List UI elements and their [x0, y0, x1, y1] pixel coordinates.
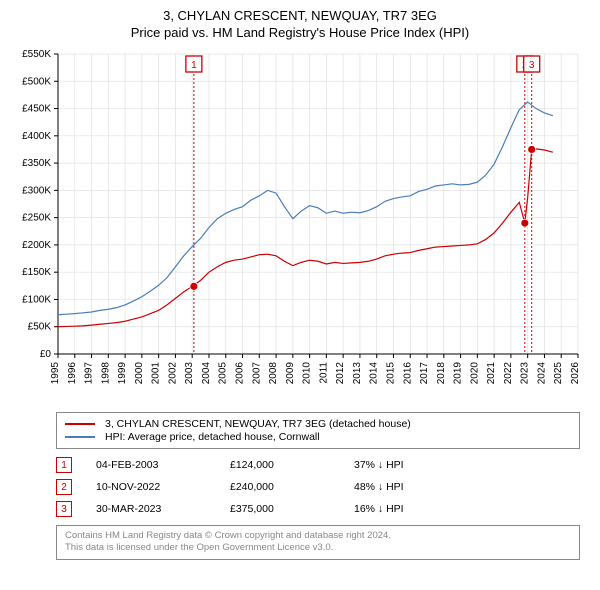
legend-label: 3, CHYLAN CRESCENT, NEWQUAY, TR7 3EG (de… — [105, 418, 411, 430]
svg-text:2001: 2001 — [151, 362, 162, 385]
svg-text:£500K: £500K — [22, 76, 51, 87]
chart-svg: £0 £50K £100K £150K £200K £250K £300K £350K £400… — [10, 46, 590, 406]
svg-text:2003: 2003 — [184, 362, 195, 385]
chart-title: 3, CHYLAN CRESCENT, NEWQUAY, TR7 3EG — [10, 8, 590, 23]
svg-text:£150K: £150K — [22, 267, 51, 278]
sales-table: 1 04-FEB-2003 £124,000 37% ↓ HPI 2 10-NOV-202… — [56, 457, 580, 517]
svg-text:2010: 2010 — [302, 362, 313, 385]
chart-container: 3, CHYLAN CRESCENT, NEWQUAY, TR7 3EG Pri… — [0, 0, 600, 590]
svg-text:2007: 2007 — [251, 362, 262, 385]
sale-row: 1 04-FEB-2003 £124,000 37% ↓ HPI — [56, 457, 580, 473]
legend-row: 3, CHYLAN CRESCENT, NEWQUAY, TR7 3EG (de… — [65, 418, 571, 430]
svg-text:2026: 2026 — [570, 362, 581, 385]
svg-text:2016: 2016 — [402, 362, 413, 385]
svg-text:2025: 2025 — [553, 362, 564, 385]
svg-text:£350K: £350K — [22, 158, 51, 169]
sale-delta: 37% ↓ HPI — [354, 459, 464, 471]
sale-date: 10-NOV-2022 — [96, 481, 206, 493]
svg-text:1995: 1995 — [50, 362, 61, 385]
svg-text:2009: 2009 — [285, 362, 296, 385]
sale-row: 2 10-NOV-2022 £240,000 48% ↓ HPI — [56, 479, 580, 495]
svg-text:1996: 1996 — [67, 362, 78, 385]
sale-delta: 48% ↓ HPI — [354, 481, 464, 493]
svg-text:2017: 2017 — [419, 362, 430, 385]
sale-delta: 16% ↓ HPI — [354, 503, 464, 515]
svg-text:1: 1 — [191, 60, 197, 71]
footer-line-1: Contains HM Land Registry data © Crown c… — [65, 530, 571, 542]
sale-row: 3 30-MAR-2023 £375,000 16% ↓ HPI — [56, 501, 580, 517]
sale-marker: 2 — [56, 479, 72, 495]
sale-price: £240,000 — [230, 481, 330, 493]
svg-text:2011: 2011 — [318, 362, 329, 384]
svg-text:£450K: £450K — [22, 104, 51, 115]
sale-marker: 3 — [56, 501, 72, 517]
sale-marker: 1 — [56, 457, 72, 473]
sale-date: 30-MAR-2023 — [96, 503, 206, 515]
svg-text:2020: 2020 — [469, 362, 480, 385]
svg-text:2015: 2015 — [385, 362, 396, 385]
sale-price: £124,000 — [230, 459, 330, 471]
svg-text:1997: 1997 — [84, 362, 95, 385]
footer-attribution: Contains HM Land Registry data © Crown c… — [56, 525, 580, 560]
svg-text:2021: 2021 — [486, 362, 497, 385]
svg-text:1998: 1998 — [100, 362, 111, 385]
svg-text:1999: 1999 — [117, 362, 128, 385]
svg-text:2014: 2014 — [369, 362, 380, 385]
svg-text:2002: 2002 — [167, 362, 178, 385]
svg-text:£0: £0 — [40, 349, 52, 360]
svg-text:£50K: £50K — [28, 322, 52, 333]
legend-box: 3, CHYLAN CRESCENT, NEWQUAY, TR7 3EG (de… — [56, 412, 580, 449]
chart-subtitle: Price paid vs. HM Land Registry's House … — [10, 25, 590, 40]
svg-text:2013: 2013 — [352, 362, 363, 385]
svg-text:3: 3 — [529, 60, 535, 71]
svg-text:2023: 2023 — [520, 362, 531, 385]
legend-row: HPI: Average price, detached house, Corn… — [65, 431, 571, 443]
svg-text:2004: 2004 — [201, 362, 212, 385]
legend-swatch — [65, 436, 95, 438]
svg-text:2024: 2024 — [536, 362, 547, 385]
svg-text:2008: 2008 — [268, 362, 279, 385]
svg-text:2018: 2018 — [436, 362, 447, 385]
svg-text:£250K: £250K — [22, 213, 51, 224]
svg-text:2000: 2000 — [134, 362, 145, 385]
sale-price: £375,000 — [230, 503, 330, 515]
svg-text:£300K: £300K — [22, 185, 51, 196]
sale-date: 04-FEB-2003 — [96, 459, 206, 471]
legend-label: HPI: Average price, detached house, Corn… — [105, 431, 320, 443]
legend-swatch — [65, 423, 95, 425]
svg-text:£100K: £100K — [22, 294, 51, 305]
title-area: 3, CHYLAN CRESCENT, NEWQUAY, TR7 3EG Pri… — [10, 8, 590, 40]
svg-text:2006: 2006 — [235, 362, 246, 385]
svg-text:£400K: £400K — [22, 131, 51, 142]
svg-text:£550K: £550K — [22, 49, 51, 60]
footer-line-2: This data is licensed under the Open Gov… — [65, 542, 571, 554]
svg-text:2022: 2022 — [503, 362, 514, 385]
chart-plot-area: £0 £50K £100K £150K £200K £250K £300K £350K £400… — [10, 46, 590, 406]
svg-text:£200K: £200K — [22, 240, 51, 251]
svg-text:2005: 2005 — [218, 362, 229, 385]
svg-text:2019: 2019 — [453, 362, 464, 385]
svg-text:2012: 2012 — [335, 362, 346, 385]
